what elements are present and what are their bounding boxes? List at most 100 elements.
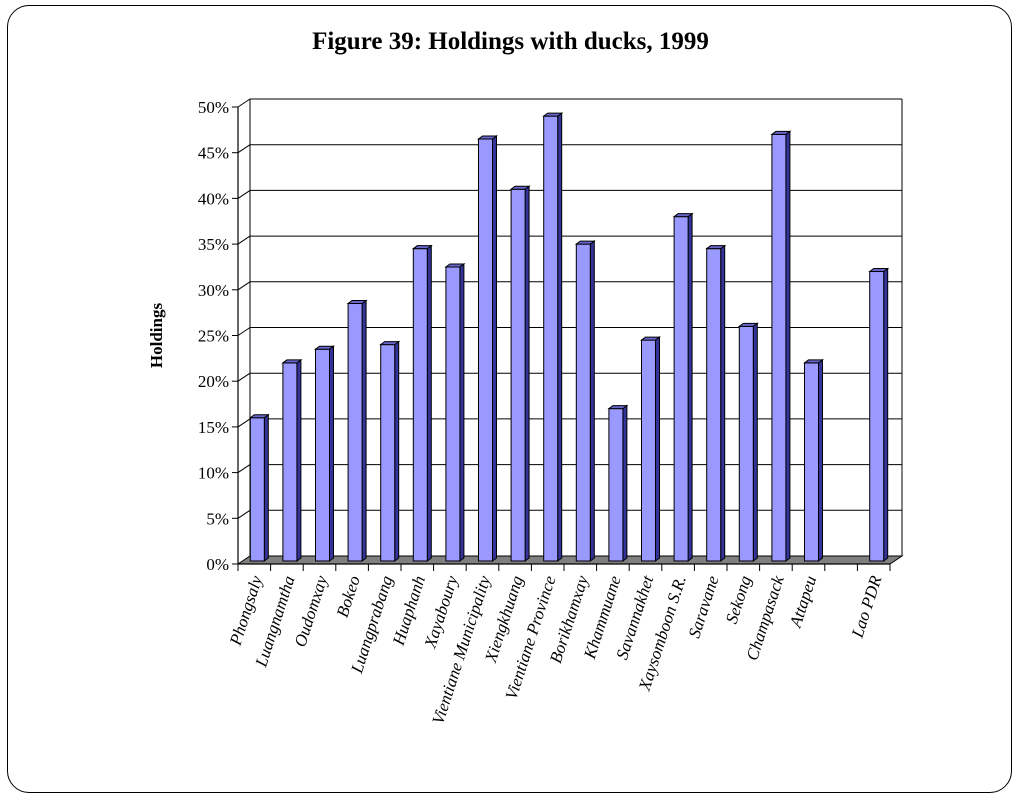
bar-top bbox=[281, 359, 303, 364]
bar bbox=[477, 134, 498, 562]
bar bbox=[281, 358, 303, 562]
bar-side bbox=[785, 130, 791, 562]
bar-front bbox=[869, 271, 885, 562]
bar-top bbox=[248, 414, 270, 419]
bar bbox=[607, 404, 629, 562]
bar-side bbox=[459, 262, 465, 562]
bar-side bbox=[557, 112, 563, 562]
y-tick-label: 10% bbox=[198, 464, 229, 483]
bar-front bbox=[315, 348, 330, 562]
bar-top bbox=[705, 245, 727, 250]
bar-front bbox=[510, 188, 526, 562]
bar-top bbox=[477, 135, 498, 140]
bar bbox=[411, 244, 433, 562]
bar-side bbox=[426, 244, 432, 562]
bar-front bbox=[706, 248, 722, 562]
bar-side bbox=[296, 358, 302, 562]
bar bbox=[672, 212, 694, 562]
bar-front bbox=[445, 266, 461, 562]
y-tick-label: 25% bbox=[198, 327, 229, 346]
bar-side bbox=[589, 240, 595, 562]
bar-top bbox=[803, 359, 824, 364]
x-tick-label: Bokeo bbox=[333, 573, 364, 619]
bar bbox=[346, 299, 368, 562]
bar bbox=[737, 322, 759, 562]
bar bbox=[803, 358, 824, 562]
bar-top bbox=[444, 263, 466, 268]
bar-front bbox=[478, 138, 493, 562]
gridline-side bbox=[237, 418, 251, 428]
bar-side bbox=[622, 404, 628, 562]
gridline-side bbox=[237, 281, 251, 291]
bar-side bbox=[361, 299, 367, 562]
y-tick-label: 50% bbox=[198, 98, 229, 117]
bar-top bbox=[607, 405, 629, 410]
bar-top bbox=[868, 268, 890, 273]
bar bbox=[314, 345, 335, 562]
gridline-side bbox=[237, 144, 251, 154]
bar bbox=[509, 185, 531, 562]
bar-side bbox=[752, 322, 758, 562]
bar-front bbox=[249, 417, 265, 562]
y-tick-label: 40% bbox=[198, 189, 229, 208]
bar-side bbox=[687, 212, 693, 562]
gridline-side bbox=[237, 464, 251, 474]
bar-side bbox=[263, 413, 269, 562]
bar-front bbox=[738, 325, 754, 562]
y-axis-label: Holdings bbox=[147, 303, 166, 369]
bar bbox=[379, 340, 401, 562]
bar-top bbox=[379, 341, 401, 346]
bar-front bbox=[347, 303, 363, 562]
chart-title: Figure 39: Holdings with ducks, 1999 bbox=[312, 28, 709, 55]
y-tick-label: 30% bbox=[198, 281, 229, 300]
bar-side bbox=[655, 336, 660, 562]
y-tick-label: 45% bbox=[198, 144, 229, 163]
bar-side bbox=[394, 340, 400, 562]
bar-front bbox=[575, 243, 591, 562]
chart-frame bbox=[7, 5, 1012, 793]
y-tick-label: 0% bbox=[206, 555, 229, 574]
bar-top bbox=[346, 300, 368, 305]
bar-front bbox=[282, 362, 298, 562]
bar-top bbox=[672, 213, 694, 218]
bar bbox=[542, 112, 564, 562]
bar-front bbox=[380, 344, 396, 562]
bar-front bbox=[804, 362, 819, 562]
x-tick-label: Saravane bbox=[685, 573, 723, 640]
bar-front bbox=[608, 408, 624, 562]
gridline-side bbox=[237, 189, 251, 199]
bar bbox=[868, 267, 890, 562]
bar bbox=[770, 130, 792, 562]
x-tick-label: Attapeu bbox=[786, 573, 821, 630]
y-tick-label: 35% bbox=[198, 235, 229, 254]
bar-side bbox=[492, 134, 497, 562]
bar-top bbox=[411, 245, 433, 250]
bar-front bbox=[673, 216, 689, 562]
bar-side bbox=[524, 185, 530, 562]
y-tick-label: 20% bbox=[198, 372, 229, 391]
chart-floor bbox=[236, 555, 904, 565]
bar-side bbox=[329, 345, 334, 562]
bar-top bbox=[542, 112, 564, 117]
bar bbox=[444, 262, 466, 562]
gridline-side bbox=[237, 98, 251, 108]
x-tick-label: Lao PDR bbox=[847, 573, 885, 641]
bar-front bbox=[543, 115, 559, 562]
bar-top bbox=[509, 185, 531, 190]
bar-top bbox=[770, 130, 792, 135]
bar bbox=[640, 336, 661, 562]
bar-front bbox=[412, 248, 428, 562]
y-tick-label: 5% bbox=[206, 509, 229, 528]
bar-front bbox=[641, 339, 656, 562]
bar-top bbox=[640, 336, 661, 341]
bar-side bbox=[720, 244, 726, 562]
bar bbox=[574, 240, 596, 562]
gridline-side bbox=[237, 327, 251, 336]
bar bbox=[705, 244, 727, 562]
y-tick-label: 15% bbox=[198, 418, 229, 437]
gridline-side bbox=[237, 372, 251, 382]
bar-top bbox=[574, 240, 596, 245]
bar-side bbox=[883, 267, 889, 562]
gridline-side bbox=[237, 235, 251, 245]
